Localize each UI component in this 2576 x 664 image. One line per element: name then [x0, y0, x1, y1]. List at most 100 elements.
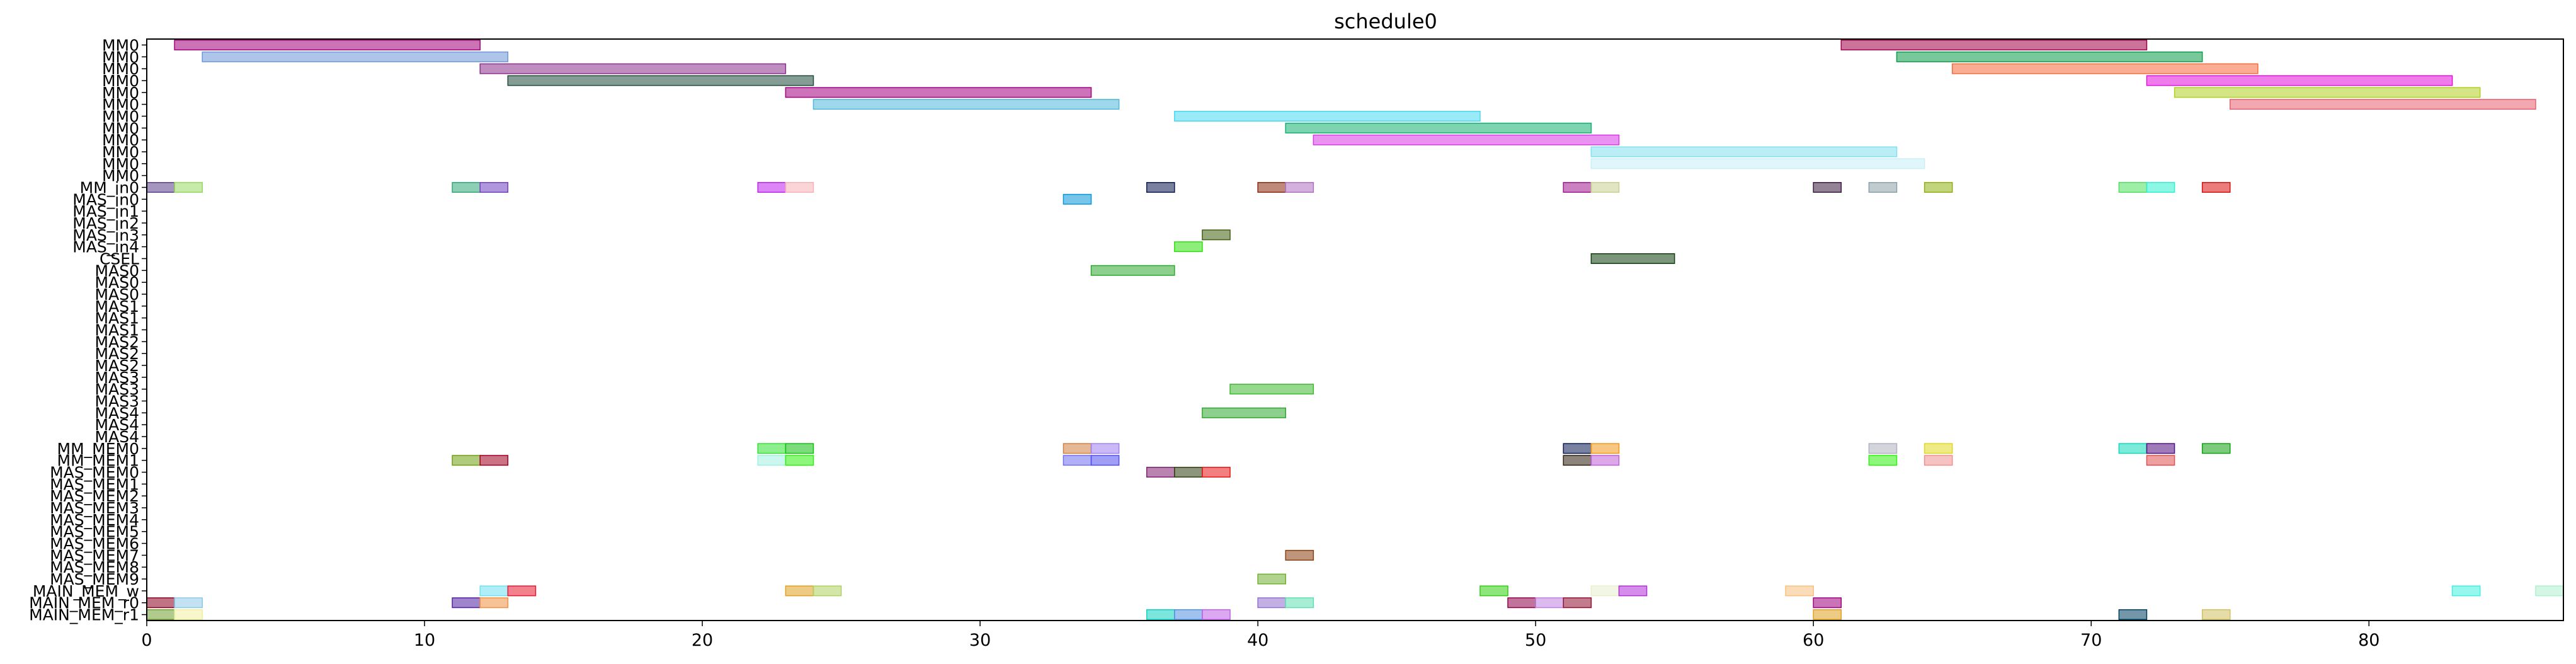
- task-bar: [1202, 467, 1231, 478]
- y-tick-label: MM_MEM1: [57, 452, 139, 470]
- task-bar: [1590, 253, 1675, 264]
- y-tick-label: MAS3: [95, 392, 139, 411]
- task-bar: [1257, 181, 1286, 193]
- task-bar: [1257, 573, 1286, 585]
- task-bar: [1479, 585, 1508, 597]
- task-bar: [785, 455, 814, 466]
- task-bar: [1174, 467, 1203, 478]
- y-tick-label: MAS_in2: [72, 214, 139, 232]
- task-bar: [1090, 443, 1120, 454]
- y-tick-label: MAS3: [95, 369, 139, 387]
- task-bar: [1785, 585, 1814, 597]
- y-tick-label: MAS2: [95, 345, 139, 363]
- task-bar: [812, 99, 1120, 110]
- task-bar: [1174, 110, 1481, 122]
- task-bar: [1896, 51, 2203, 62]
- y-tick-label: MAS_MEM8: [50, 558, 139, 576]
- task-bar: [2201, 443, 2231, 454]
- task-bar: [479, 181, 509, 193]
- task-bar: [1923, 181, 1953, 193]
- task-bar: [2146, 75, 2453, 86]
- task-bar: [1563, 181, 1592, 193]
- task-bar: [1923, 455, 1953, 466]
- task-bar: [1868, 455, 1898, 466]
- x-tick-label: 20: [692, 631, 713, 650]
- task-bar: [452, 181, 481, 193]
- y-tick-label: MAS_in0: [72, 190, 139, 209]
- y-tick-label: MAS4: [95, 416, 139, 434]
- task-bar: [2535, 585, 2564, 597]
- y-tick-label: MAS_MEM7: [50, 546, 139, 564]
- x-tick-label: 10: [414, 631, 435, 650]
- task-bar: [1563, 597, 1592, 609]
- y-tick-label: MAS_MEM4: [50, 511, 139, 529]
- task-bar: [174, 39, 481, 50]
- task-bar: [2201, 181, 2231, 193]
- task-bar: [785, 87, 1092, 98]
- task-bar: [1563, 455, 1592, 466]
- task-bar: [452, 597, 481, 609]
- y-tick-label: MAS_in1: [72, 202, 139, 220]
- task-bars: [146, 39, 2564, 621]
- task-bar: [757, 443, 787, 454]
- task-bar: [2230, 99, 2536, 110]
- y-tick-label: MAS3: [95, 381, 139, 399]
- y-tick-labels: MM0MM0MM0MM0MM0MM0MM0MM0MM0MM0MM0MM0MM_i…: [29, 36, 147, 624]
- y-tick-label: MM0: [102, 60, 139, 78]
- y-tick-label: MAS1: [95, 297, 139, 316]
- task-bar: [479, 585, 509, 597]
- task-bar: [174, 597, 203, 609]
- task-bar: [146, 181, 175, 193]
- x-tick-label: 40: [1247, 631, 1268, 650]
- y-tick-label: MAIN_MEM_r0: [29, 594, 139, 612]
- task-bar: [757, 181, 787, 193]
- task-bar: [1590, 585, 1620, 597]
- y-tick-label: MM_MEM0: [57, 440, 139, 458]
- task-bar: [146, 597, 175, 609]
- x-tick-label: 30: [969, 631, 991, 650]
- task-bar: [1313, 134, 1620, 146]
- task-bar: [2146, 455, 2175, 466]
- task-bar: [452, 455, 481, 466]
- task-bar: [174, 181, 203, 193]
- task-bar: [785, 443, 814, 454]
- task-bar: [1563, 443, 1592, 454]
- y-tick-label: MAIN_MEM_r1: [29, 606, 139, 624]
- y-tick-label: MAS4: [95, 428, 139, 446]
- task-bar: [1590, 158, 1925, 169]
- task-bar: [1090, 455, 1120, 466]
- y-tick-label: MM0: [102, 143, 139, 161]
- y-tick-label: MAS_MEM0: [50, 464, 139, 482]
- task-bar: [2118, 443, 2148, 454]
- task-bar: [507, 585, 537, 597]
- task-bar: [479, 63, 787, 74]
- y-tick-label: MAS_in4: [72, 238, 139, 256]
- x-tick-label: 70: [2080, 631, 2102, 650]
- task-bar: [2201, 609, 2231, 621]
- y-tick-label: MM0: [102, 155, 139, 173]
- task-bar: [1590, 181, 1620, 193]
- task-bar: [1590, 455, 1620, 466]
- task-bar: [202, 51, 509, 62]
- task-bar: [1285, 122, 1592, 134]
- plot-frame: [146, 38, 2564, 621]
- x-axis: 0 10 20 30 40 50 60 70 80: [141, 621, 2379, 650]
- y-tick-label: MAIN_MEM_w: [33, 582, 139, 600]
- y-tick-label: MAS_MEM1: [50, 475, 139, 493]
- task-bar: [1618, 585, 1648, 597]
- task-bar: [1285, 181, 1314, 193]
- task-bar: [1285, 597, 1314, 609]
- task-bar: [2174, 87, 2481, 98]
- task-bar: [479, 597, 509, 609]
- y-tick-label: MAS0: [95, 273, 139, 292]
- y-tick-label: MM0: [102, 167, 139, 185]
- y-tick-label: MM0: [102, 107, 139, 125]
- task-bar: [2451, 585, 2481, 597]
- y-tick-label: MM_in0: [80, 178, 139, 197]
- task-bar: [1813, 609, 1842, 621]
- task-bar: [1146, 181, 1175, 193]
- task-bar: [1813, 597, 1842, 609]
- task-bar: [1174, 241, 1203, 253]
